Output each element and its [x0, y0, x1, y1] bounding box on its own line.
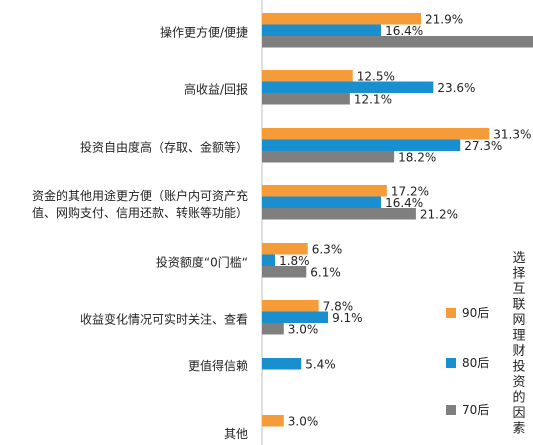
data-label: 16.4% [385, 24, 423, 38]
category-label: 收益变化情况可实时关注、查看 [80, 311, 248, 326]
legend-label: 70后 [462, 403, 489, 417]
legend-swatch [446, 358, 456, 368]
bar-90s [262, 128, 490, 140]
bar-70s [262, 323, 284, 335]
side-title-char: 素 [512, 422, 525, 437]
side-title-char: 投 [512, 359, 525, 375]
bar-80s [262, 358, 302, 370]
legend-swatch [446, 405, 456, 415]
bar-90s [262, 185, 387, 197]
data-label: 16.4% [385, 196, 423, 210]
side-title-char: 的 [512, 390, 525, 406]
data-label: 21.2% [420, 208, 458, 222]
data-label: 12.1% [354, 93, 392, 107]
data-label: 1.8% [279, 254, 310, 268]
bar-70s [262, 151, 395, 163]
data-label: 12.5% [357, 70, 395, 84]
data-label: 3.0% [288, 415, 319, 429]
category-label: 高收益/回报 [184, 81, 248, 96]
data-label: 6.1% [310, 266, 341, 280]
data-label: 6.3% [312, 243, 343, 257]
data-label: 31.3% [493, 128, 531, 142]
bar-90s [262, 300, 319, 312]
legend-label: 80后 [462, 356, 489, 370]
data-label: 27.3% [464, 139, 502, 153]
data-label: 7.8% [323, 300, 354, 314]
category-label: 值、网购支付、信用还款、转账等功能） [32, 205, 248, 220]
data-label: 23.6% [437, 81, 475, 95]
data-label: 5.4% [305, 358, 336, 372]
side-title-char: 互 [512, 282, 525, 297]
bar-80s [262, 139, 461, 151]
side-title-char: 资 [512, 375, 525, 390]
side-title-char: 选 [512, 251, 525, 266]
side-title-char: 网 [512, 313, 525, 328]
category-label: 其他 [224, 427, 248, 441]
bar-80s [262, 81, 434, 93]
data-label: 3.0% [288, 323, 319, 337]
category-label: 资金的其他用途更方便（账户内可资产充 [32, 188, 248, 203]
category-label: 投资额度“0门槛“ [156, 254, 248, 269]
side-title-char: 择 [512, 267, 525, 282]
data-label: 17.2% [391, 185, 429, 199]
category-label: 操作更方便/便捷 [160, 24, 248, 39]
bar-80s [262, 196, 382, 208]
side-title-char: 财 [512, 344, 525, 359]
bar-90s [262, 243, 308, 255]
category-label: 投资自由度高（存取、金额等） [80, 139, 248, 154]
side-title-char: 联 [512, 298, 525, 313]
side-title-char: 因 [512, 406, 525, 421]
bar-70s [262, 36, 533, 48]
side-title-char: 理 [512, 329, 525, 344]
bar-90s [262, 415, 284, 427]
legend-swatch [446, 308, 456, 318]
bar-90s [262, 13, 421, 25]
data-label: 18.2% [398, 151, 436, 165]
data-label: 21.9% [425, 13, 463, 27]
data-label: 9.1% [332, 311, 363, 325]
bar-90s [262, 70, 353, 82]
bar-70s [262, 93, 350, 105]
bar-80s [262, 254, 276, 266]
bar-70s [262, 266, 307, 278]
bar-80s [262, 311, 329, 323]
category-label: 更值得信赖 [188, 358, 248, 373]
bar-80s [262, 24, 382, 36]
legend-label: 90后 [462, 306, 489, 320]
bar-70s [262, 208, 416, 220]
